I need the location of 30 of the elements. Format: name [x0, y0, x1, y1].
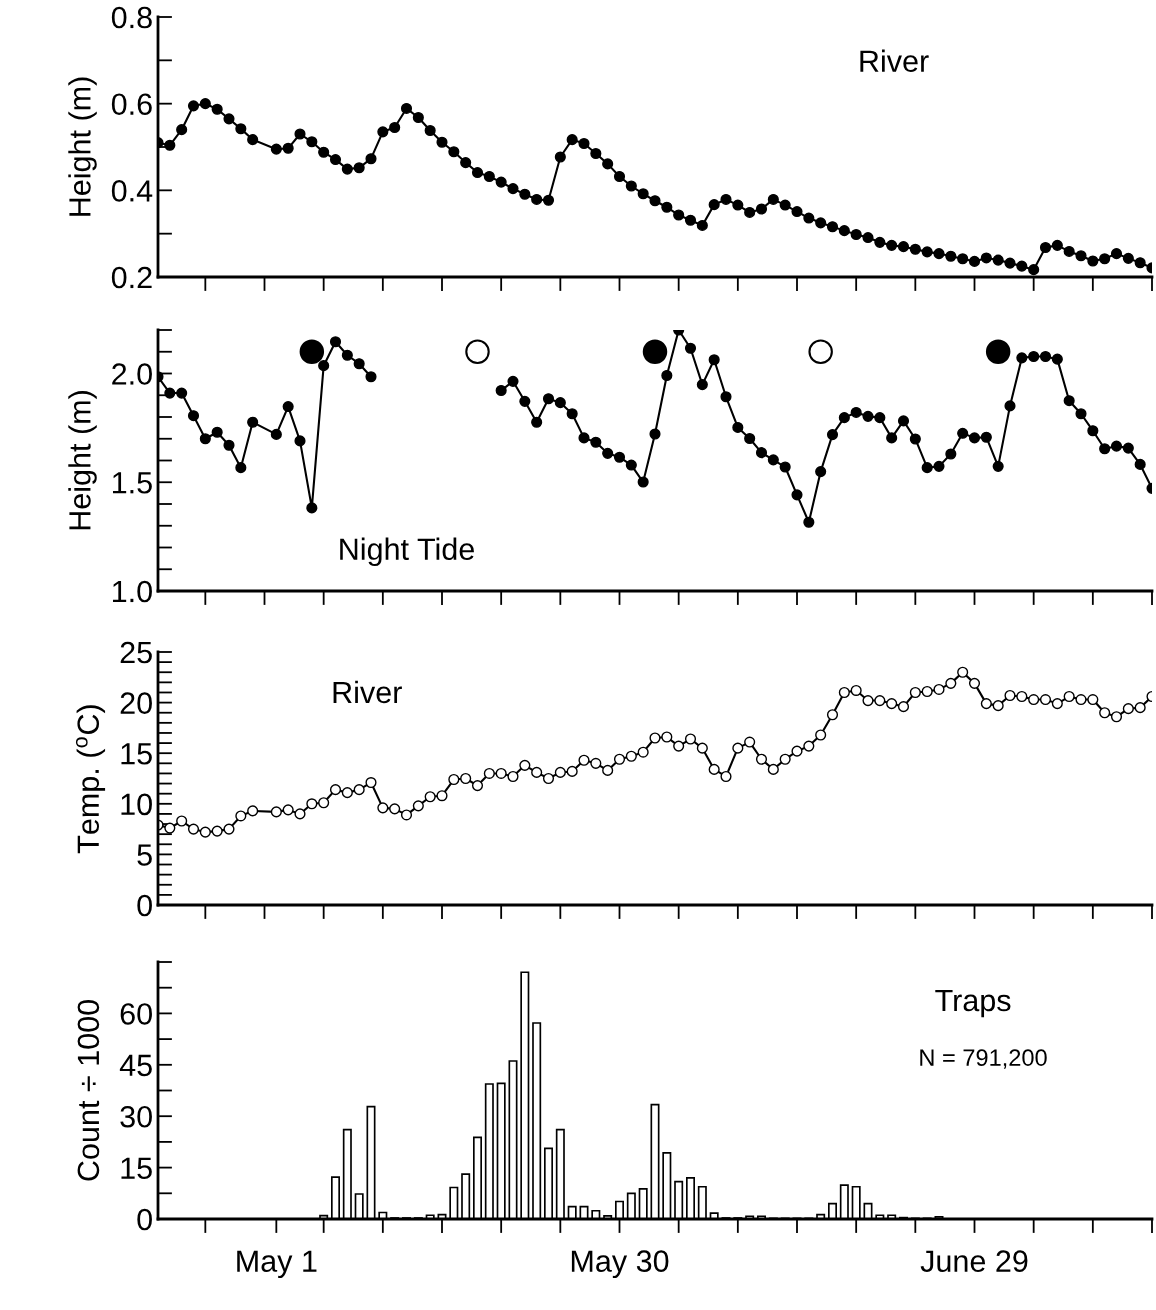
y-tick-label: 2.0 — [112, 363, 152, 385]
y-tick-label: 15 — [121, 1157, 152, 1179]
x-tick-label: May 1 — [237, 1250, 317, 1279]
y-tick-label: 45 — [119, 1054, 152, 1077]
annotation: Traps — [935, 990, 1011, 1018]
y-axis-title: Height (m) — [68, 77, 97, 216]
y-tick-label: 0 — [137, 1208, 152, 1231]
y-tick-label: 0.6 — [111, 93, 152, 116]
y-tick-label: 10 — [121, 793, 152, 816]
y-tick-label: 0.8 — [111, 6, 152, 29]
y-axis-title: Temp. ($^{o}$C) — [75, 705, 106, 854]
y-tick-label: 20 — [120, 692, 152, 714]
annotation: N = 791,200 — [920, 1049, 1047, 1069]
y-axis-title: Height (m) — [68, 391, 97, 530]
y-tick-label: 25 — [120, 641, 152, 664]
y-tick-label: 60 — [120, 1003, 152, 1025]
y-tick-label: 0.4 — [111, 180, 153, 202]
y-tick-label: 0 — [137, 894, 152, 917]
x-tick-label: May 30 — [571, 1250, 669, 1279]
y-tick-label: 0.2 — [111, 266, 152, 289]
y-tick-label: 1.0 — [113, 580, 152, 603]
y-tick-label: 5 — [137, 844, 152, 866]
annotation: Night Tide — [340, 537, 474, 567]
annotation: River — [333, 680, 402, 704]
y-tick-label: 1.5 — [113, 472, 152, 494]
y-tick-label: 30 — [120, 1105, 152, 1128]
annotation: River — [860, 49, 929, 72]
x-tick-label: June 29 — [920, 1250, 1028, 1272]
y-tick-label: 15 — [121, 743, 152, 765]
y-axis-title: Count ÷ 1000 — [77, 1000, 100, 1181]
